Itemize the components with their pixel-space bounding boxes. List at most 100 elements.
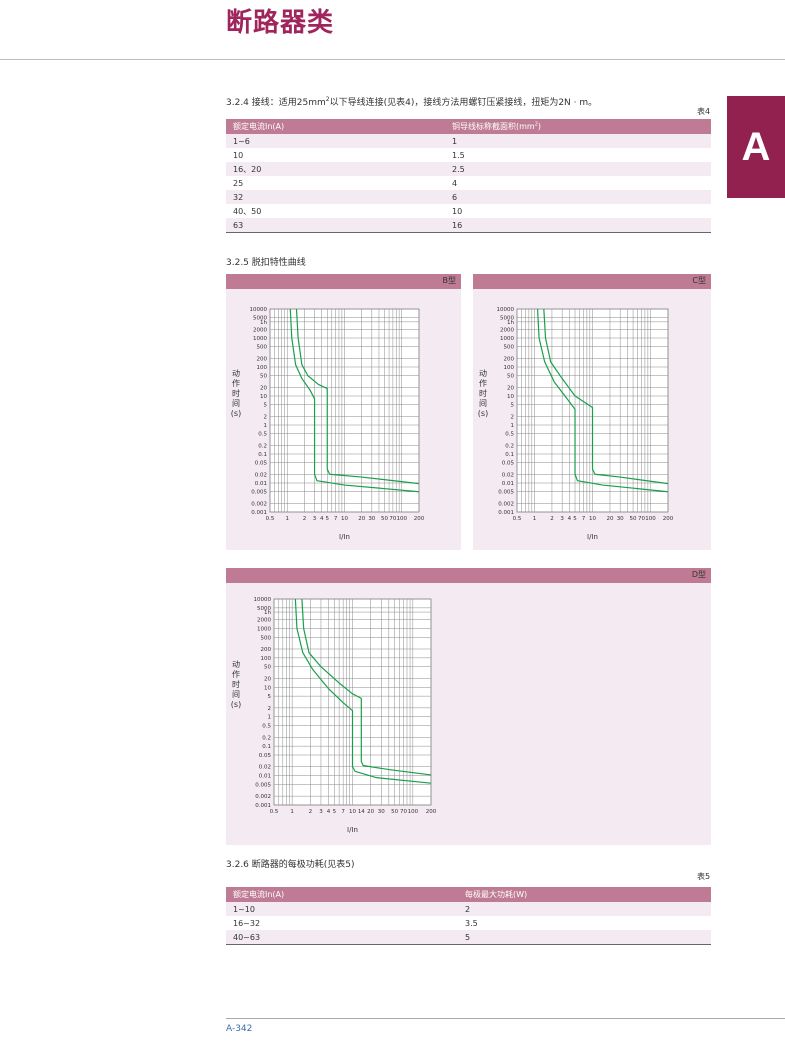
y-tick-label: 1h	[507, 320, 514, 326]
x-tick-label: 4	[327, 809, 331, 815]
x-tick-label: 10	[341, 516, 348, 522]
table-row: 40、50 10	[226, 204, 711, 218]
table4: 额定电流In(A) 铜导线标称截面积(mm2) 1~6 1 10 1.5 16、20 2.…	[226, 119, 711, 233]
x-tick-label: 30	[378, 809, 385, 815]
x-axis-label: I/In	[339, 533, 350, 541]
x-tick-label: 20	[606, 516, 613, 522]
section-3-2-5: 3.2.5 脱扣特性曲线	[226, 258, 306, 268]
x-tick-label: 2	[303, 516, 307, 522]
y-tick-label: 1	[511, 423, 515, 429]
x-tick-label: 14	[358, 809, 365, 815]
x-tick-label: 30	[368, 516, 375, 522]
table-row: 1~10 2	[226, 902, 711, 916]
chart-label-b: B型	[442, 276, 457, 285]
trip-curve-upper	[543, 308, 669, 485]
y-tick-label: 0.5	[262, 724, 271, 730]
table-row: 16、20 2.5	[226, 162, 711, 176]
x-tick-label: 10	[589, 516, 596, 522]
y-tick-label: 0.001	[251, 510, 267, 516]
table4-caption: 表4	[697, 107, 711, 116]
x-tick-label: 0.5	[270, 809, 279, 815]
y-tick-label: 0.1	[258, 452, 267, 458]
table-cell-current: 63	[226, 218, 445, 233]
y-tick-label: 5000	[257, 606, 271, 612]
x-tick-label: 100	[397, 516, 408, 522]
x-tick-label: 200	[663, 516, 674, 522]
y-tick-label: 0.05	[259, 753, 272, 759]
table5-body: 1~10 2 16~32 3.5 40~63 5	[226, 902, 711, 945]
y-tick-label: 0.2	[262, 735, 271, 741]
table-cell-current: 1~6	[226, 134, 445, 148]
x-tick-label: 0.5	[266, 516, 275, 522]
trip-curve-lower	[289, 308, 420, 493]
table-cell-current: 40~63	[226, 930, 458, 945]
table-row: 10 1.5	[226, 148, 711, 162]
table-cell-value: 2.5	[445, 162, 711, 176]
y-tick-label: 5	[511, 403, 515, 409]
chart-panel-b-bar	[226, 274, 461, 289]
y-tick-label: 200	[504, 356, 515, 362]
x-tick-label: 5	[333, 809, 337, 815]
y-tick-label: 200	[257, 356, 268, 362]
y-tick-label: 20	[264, 676, 271, 682]
y-tick-label: 1h	[264, 610, 271, 616]
x-tick-label: 70	[389, 516, 396, 522]
x-tick-label: 5	[326, 516, 330, 522]
x-tick-label: 5	[573, 516, 577, 522]
y-tick-label: 0.005	[498, 490, 514, 496]
table4-header-current: 额定电流In(A)	[226, 119, 445, 134]
x-tick-label: 70	[638, 516, 645, 522]
chart-panel-d: D型 10000 5000 1h 2000 1000 500 200 100 50 20 10 5 2 1…	[226, 568, 711, 845]
x-tick-label: 100	[645, 516, 656, 522]
y-tick-label: 1h	[260, 320, 267, 326]
page-title: 断路器类	[226, 8, 335, 38]
y-tick-label: 10000	[254, 597, 272, 603]
chart-panel-c-bar	[473, 274, 711, 289]
x-tick-label: 200	[414, 516, 425, 522]
section-tab[interactable]: A	[727, 96, 785, 198]
x-tick-label: 100	[408, 809, 419, 815]
section-3-2-4: 3.2.4 接线：适用25mm2以下导线连接(见表4)，接线方法用螺钉压紧接线，…	[226, 96, 598, 108]
y-tick-label: 2000	[253, 327, 267, 333]
section-3-2-6: 3.2.6 断路器的每极功耗(见表5)	[226, 860, 355, 870]
y-tick-label: 0.02	[502, 472, 514, 478]
table-cell-current: 40、50	[233, 206, 262, 216]
y-tick-label: 100	[504, 365, 515, 371]
y-tick-label: 1000	[500, 336, 514, 342]
table-cell-current: 32	[226, 190, 445, 204]
y-tick-label: 10	[260, 394, 267, 400]
chart-panel-c: C型 10000 5000 1h 2000 1000 500 200 100 50 20 10 5 2 1…	[473, 274, 711, 550]
y-tick-label: 10000	[497, 307, 515, 313]
y-tick-label: 0.5	[505, 432, 514, 438]
section-tab-letter: A	[741, 124, 771, 169]
table-cell-value: 16	[445, 218, 711, 233]
y-tick-label: 0.05	[255, 461, 268, 467]
y-tick-label: 0.002	[255, 794, 271, 800]
y-tick-label: 500	[504, 345, 515, 351]
table-cell-value: 1.5	[452, 150, 465, 160]
table5-header-power: 每极最大功耗(W)	[458, 887, 711, 902]
y-tick-label: 100	[257, 365, 268, 371]
page-number: A-342	[226, 1024, 253, 1034]
chart-panel-d-bar	[226, 568, 711, 583]
table-cell-current: 16~32	[233, 918, 261, 928]
x-tick-label: 1	[533, 516, 537, 522]
table-cell-value: 3.5	[465, 918, 478, 928]
y-tick-label: 500	[261, 635, 272, 641]
x-tick-label: 50	[381, 516, 388, 522]
y-tick-label: 0.002	[251, 501, 267, 507]
trip-curve-upper	[301, 598, 432, 776]
y-tick-label: 0.005	[251, 490, 267, 496]
chart-label-c: C型	[692, 276, 706, 285]
y-tick-label: 2000	[500, 327, 514, 333]
x-tick-label: 50	[630, 516, 637, 522]
table5-caption: 表5	[697, 872, 711, 881]
x-tick-label: 7	[582, 516, 586, 522]
y-tick-label: 0.01	[255, 481, 267, 487]
x-tick-label: 1	[290, 809, 294, 815]
table-row: 16~32 3.5	[226, 916, 711, 930]
trip-curve-lower	[294, 598, 432, 784]
x-tick-label: 30	[617, 516, 624, 522]
